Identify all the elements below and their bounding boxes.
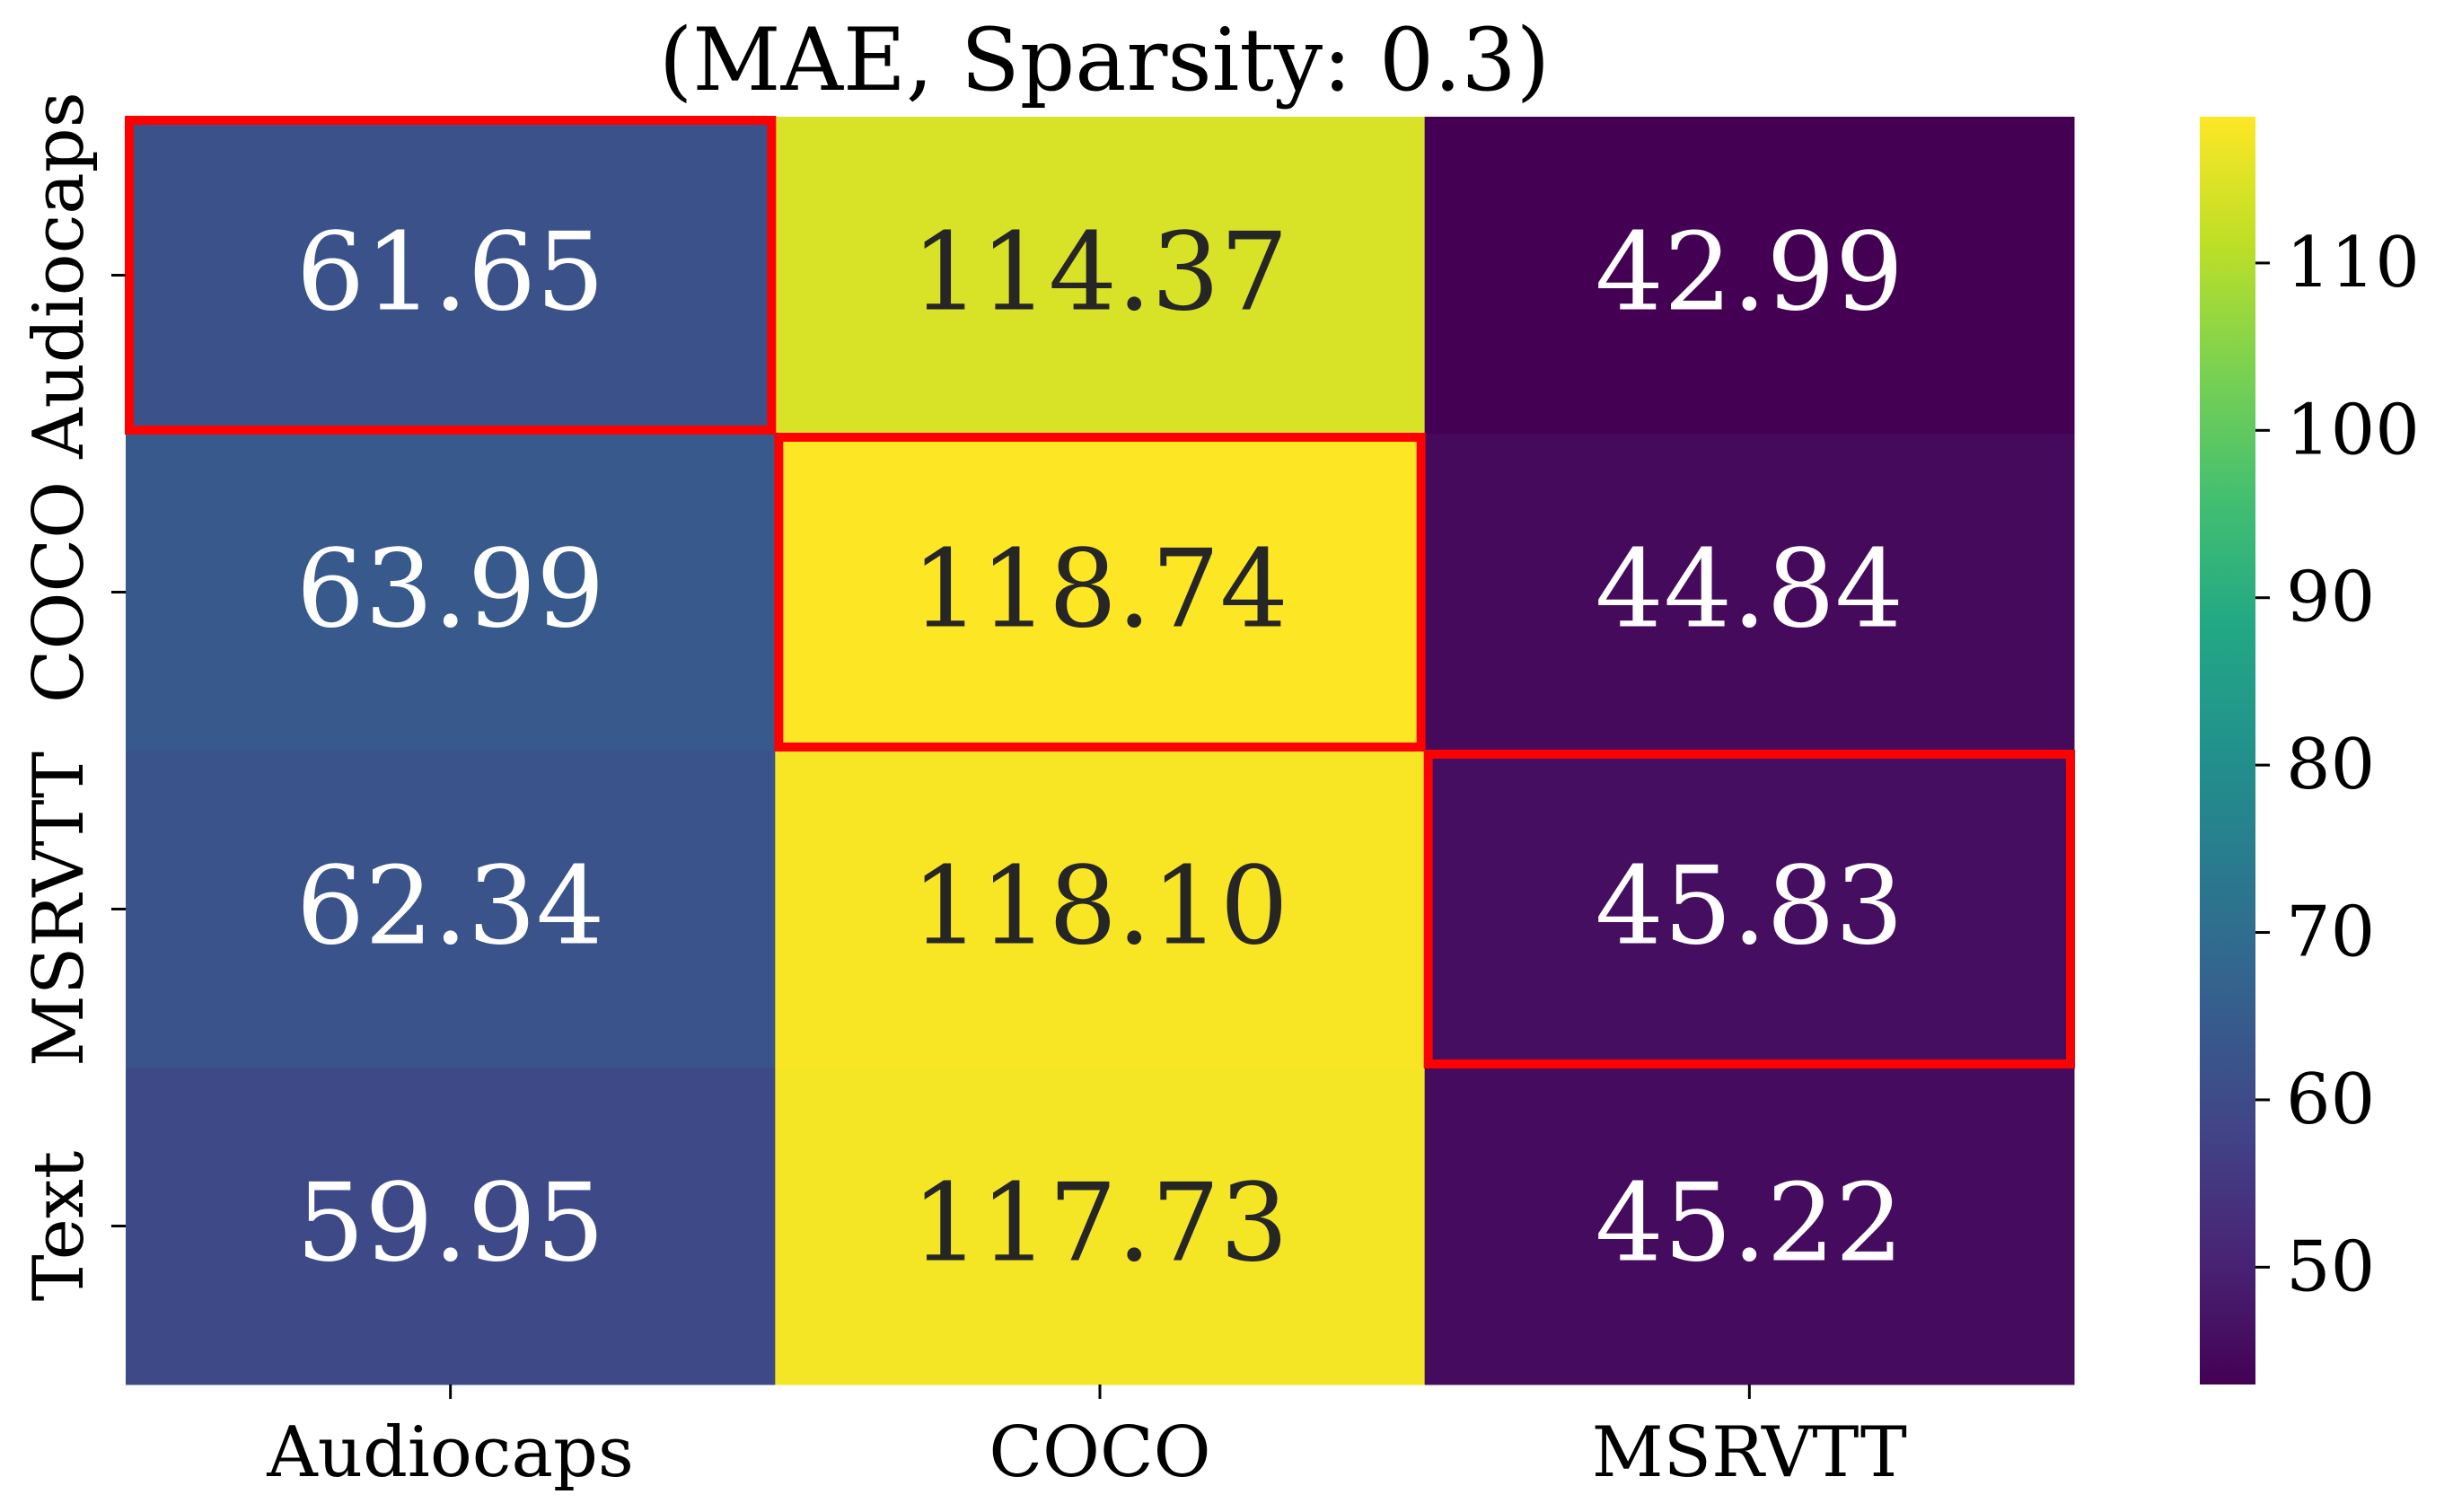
heatmap-cell-r0-c2 [1424,117,2075,435]
cell-value-label-r1-c0: 63.99 [296,528,605,653]
heatmap-cell-r1-c2 [1424,434,2075,752]
y-tick-label-3: Text [19,1151,100,1301]
heatmap-cell-r1-c0 [126,434,776,752]
colorbar-tick-label-0: 50 [2286,1226,2375,1307]
highlight-box-0 [125,116,777,435]
y-tick-label-2: MSRVTT [19,752,100,1067]
highlight-box-2 [1423,750,2075,1068]
axes: Audiocaps COCO MSRVTT Audiocaps COCO MSRVTT Te… [19,92,1907,1493]
heatmap-cell-r3-c2 [1424,1068,2075,1385]
chart-title: (MAE, Sparsity: 0.3) [659,10,1550,110]
y-tick-label-0: Audiocaps [19,92,100,460]
cell-value-label-r2-c0: 62.34 [296,845,605,970]
highlight-box-1 [774,433,1426,752]
colorbar-tick-label-4: 90 [2286,558,2375,638]
cell-value-label-r0-c0: 61.65 [296,211,605,336]
colorbar-tick-label-5: 100 [2286,390,2420,470]
cell-value-label-r3-c0: 59.95 [296,1162,605,1287]
y-tick-label-1: COCO [19,481,100,703]
highlight-boxes [125,116,2075,1068]
cell-value-label-r1-c1: 118.74 [911,528,1288,653]
cell-value-label-r3-c2: 45.22 [1596,1162,1904,1287]
x-tick-label-2: MSRVTT [1592,1412,1907,1493]
heatmap-cells [126,117,2075,1385]
colorbar-tick-label-3: 80 [2286,725,2375,805]
cell-value-label-r2-c1: 118.10 [911,845,1288,970]
cell-value-label-r1-c2: 44.84 [1596,528,1904,653]
heatmap-cell-r3-c0 [126,1068,776,1385]
heatmap-cell-r3-c1 [775,1068,1426,1385]
x-tick-label-0: Audiocaps [266,1412,634,1493]
cell-value-label-r0-c2: 42.99 [1596,211,1904,336]
x-tick-label-1: COCO [989,1412,1210,1493]
colorbar-tick-label-1: 60 [2286,1059,2375,1140]
cell-value-label-r0-c1: 114.37 [911,211,1288,336]
colorbar-tick-label-6: 110 [2286,223,2420,303]
cell-value-label-r2-c2: 45.83 [1596,845,1904,970]
colorbar-gradient [2200,117,2255,1385]
heatmap-cell-r2-c2 [1424,751,2075,1068]
cell-annotations: 61.65 114.37 42.99 63.99 118.74 44.84 62.34 118… [296,211,1903,1287]
cell-value-label-r3-c1: 117.73 [911,1162,1288,1287]
heatmap-cell-r0-c1 [775,117,1426,435]
heatmap-cell-r2-c1 [775,751,1426,1068]
colorbar-tick-label-2: 70 [2286,892,2375,973]
heatmap-cell-r2-c0 [126,751,776,1068]
heatmap-cell-r0-c0 [126,117,776,435]
colorbar: 50 60 70 80 90 100 110 [2200,117,2420,1385]
heatmap-cell-r1-c1 [775,434,1426,752]
